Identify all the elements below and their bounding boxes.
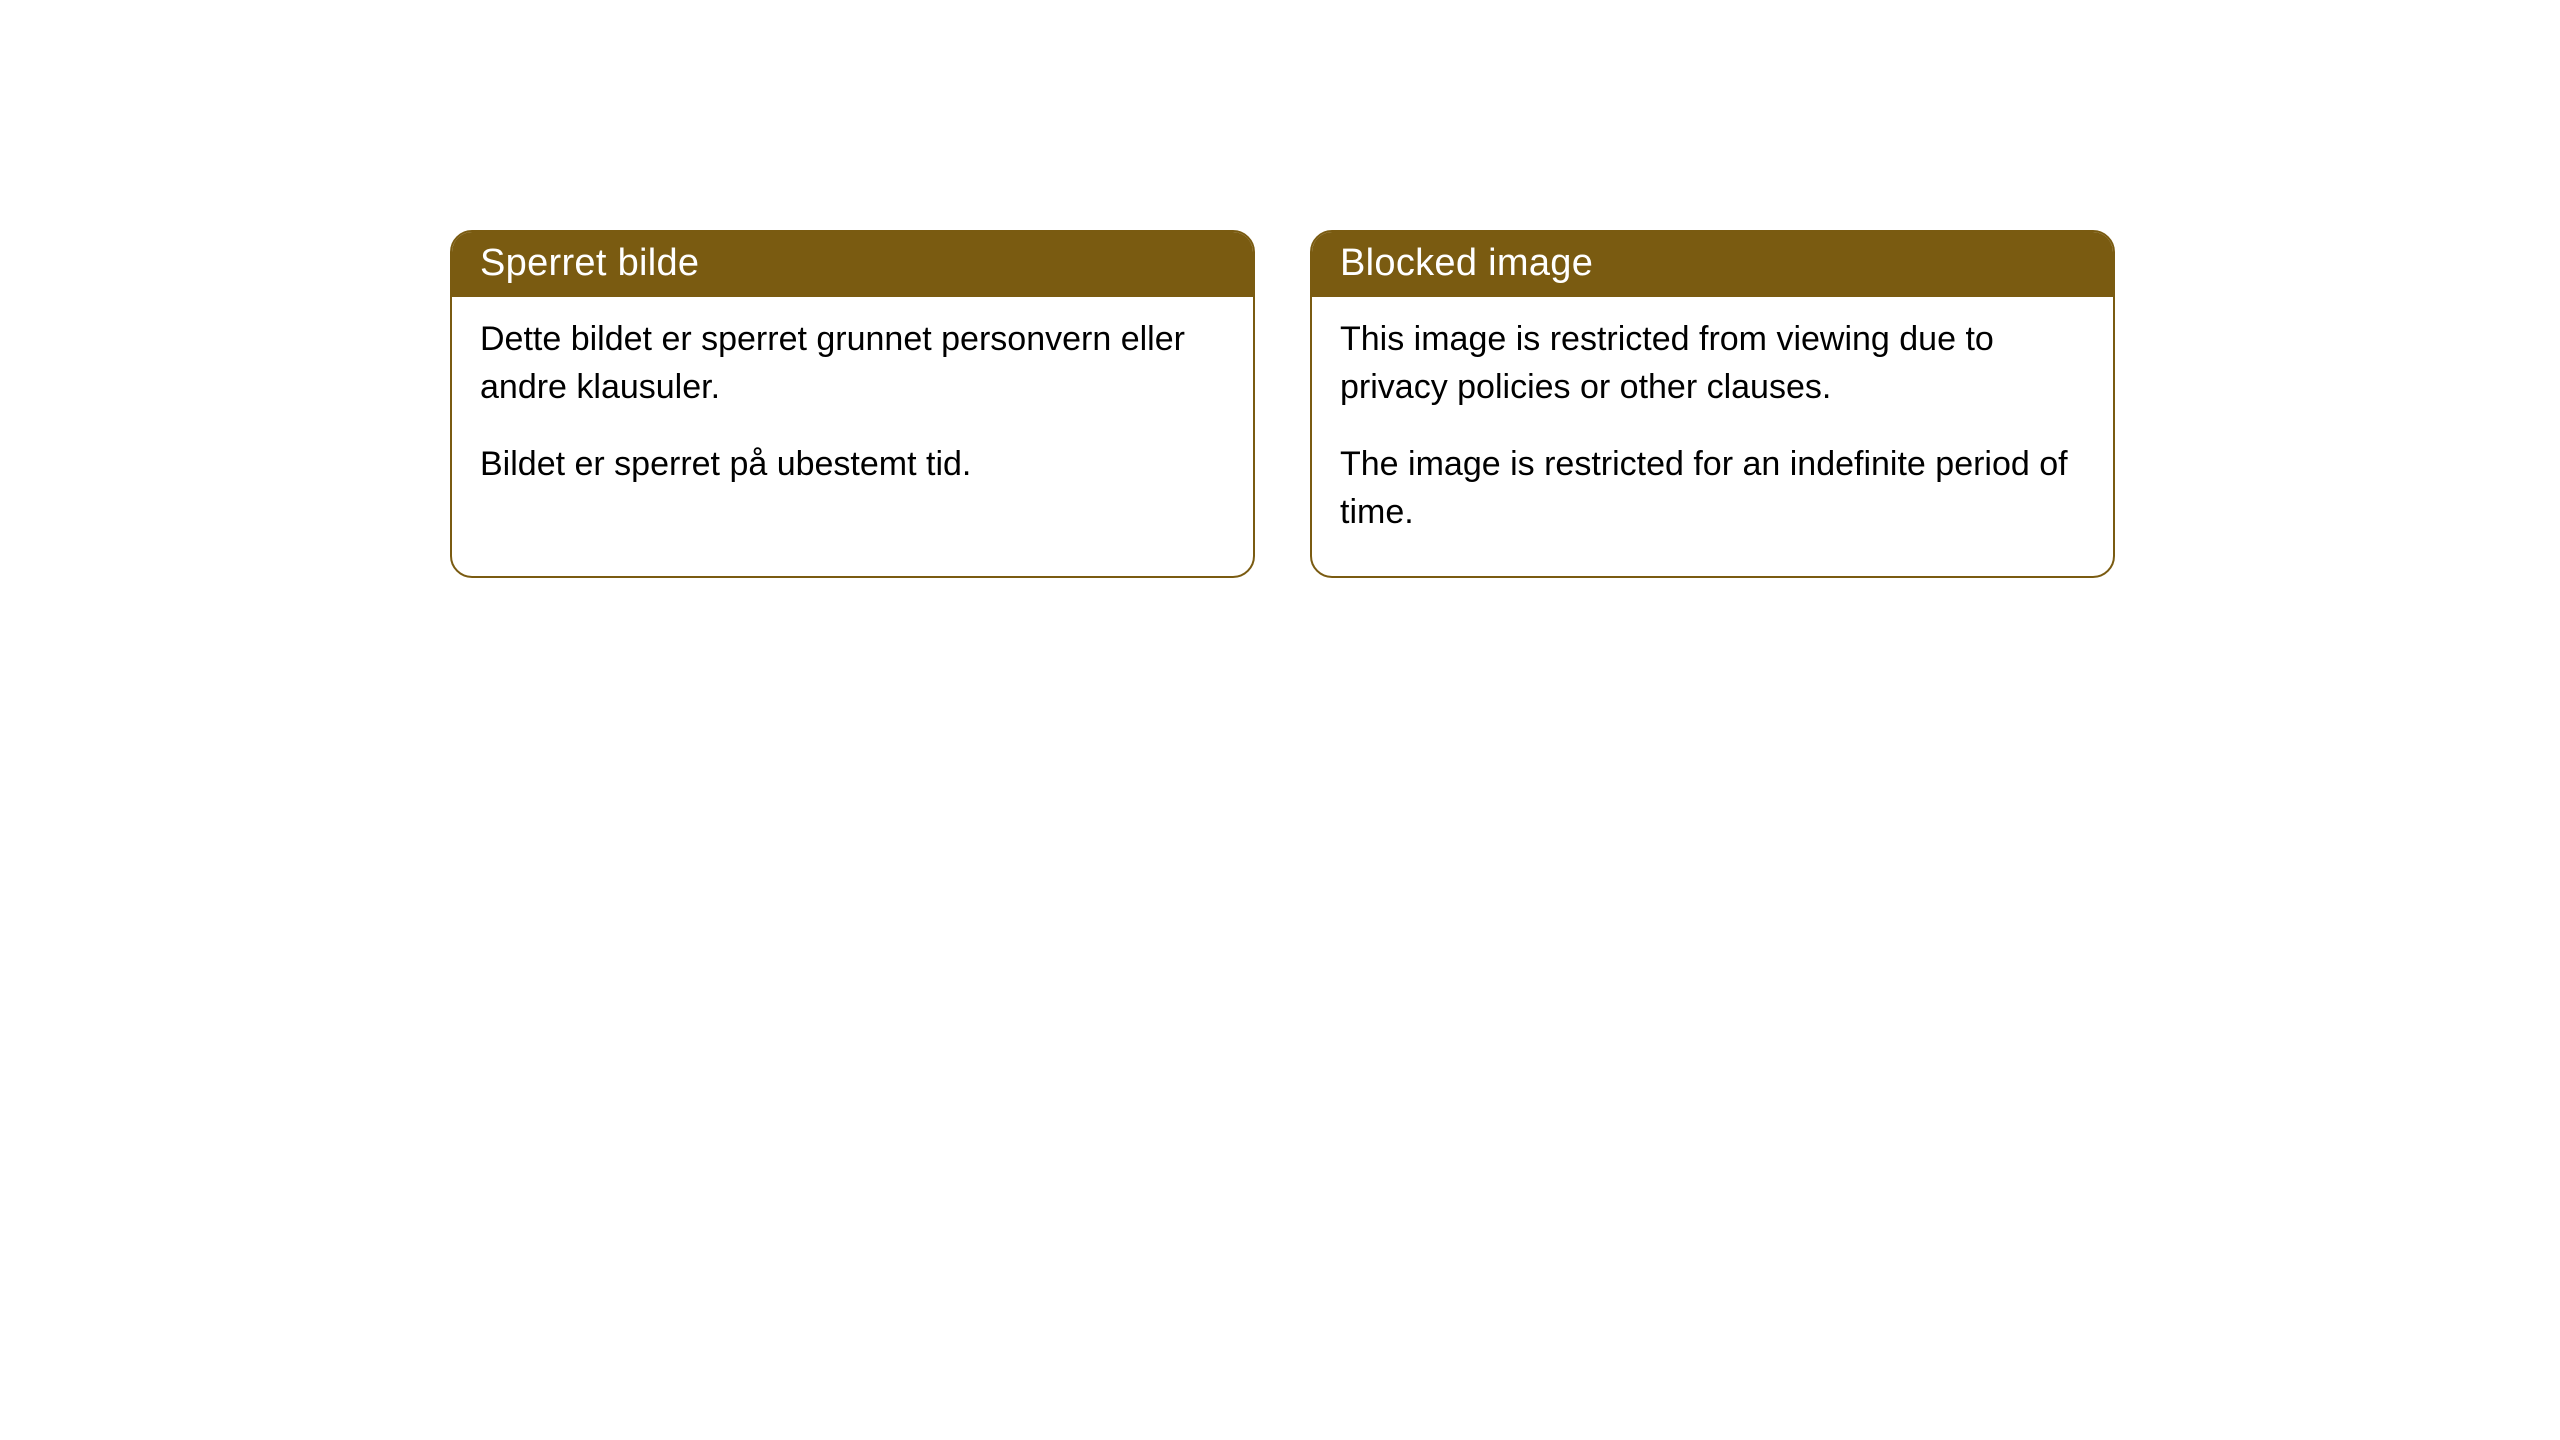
card-paragraph: Dette bildet er sperret grunnet personve… — [480, 315, 1225, 412]
card-title: Sperret bilde — [480, 242, 699, 284]
card-header: Blocked image — [1312, 232, 2113, 297]
card-paragraph: Bildet er sperret på ubestemt tid. — [480, 440, 1225, 488]
notice-card-english: Blocked image This image is restricted f… — [1310, 230, 2115, 578]
card-body: This image is restricted from viewing du… — [1312, 297, 2113, 576]
card-body: Dette bildet er sperret grunnet personve… — [452, 297, 1253, 528]
notice-card-norwegian: Sperret bilde Dette bildet er sperret gr… — [450, 230, 1255, 578]
notice-cards-container: Sperret bilde Dette bildet er sperret gr… — [450, 230, 2115, 578]
card-paragraph: This image is restricted from viewing du… — [1340, 315, 2085, 412]
card-title: Blocked image — [1340, 242, 1593, 284]
card-header: Sperret bilde — [452, 232, 1253, 297]
card-paragraph: The image is restricted for an indefinit… — [1340, 440, 2085, 537]
